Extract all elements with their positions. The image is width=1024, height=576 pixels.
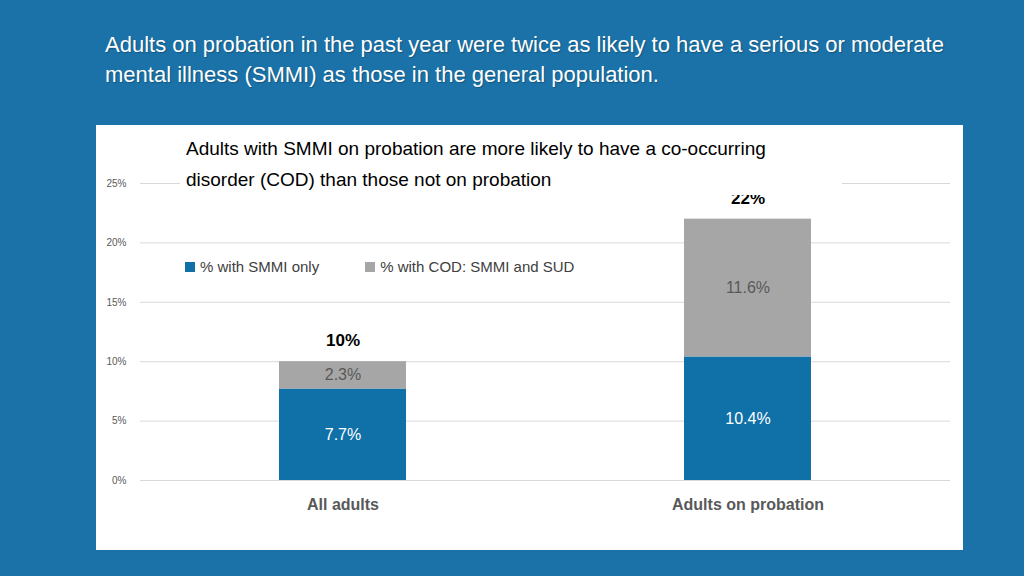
svg-text:15%: 15% [106, 297, 126, 308]
svg-text:All adults: All adults [307, 496, 379, 513]
svg-text:25%: 25% [106, 178, 126, 189]
svg-text:22%: 22% [731, 188, 765, 208]
html-text:% with SMMI only: % with SMMI only [200, 258, 320, 275]
svg-text:0%: 0% [112, 475, 127, 486]
svg-text:7.7%: 7.7% [325, 426, 361, 443]
svg-text:5%: 5% [112, 415, 127, 426]
svg-text:10%: 10% [106, 356, 126, 367]
svg-text:10.4%: 10.4% [725, 410, 770, 427]
html-text:% with COD: SMMI and SUD: % with COD: SMMI and SUD [380, 258, 575, 275]
svg-text:2.3%: 2.3% [325, 366, 361, 383]
html-text:Adults with SMMI on probation: Adults with SMMI on probation are more l… [186, 138, 766, 190]
svg-text:20%: 20% [106, 237, 126, 248]
html-text:Adults on probation in the pas: Adults on probation in the past year wer… [105, 32, 944, 87]
svg-text:Adults on probation: Adults on probation [672, 496, 824, 513]
svg-text:11.6%: 11.6% [726, 279, 770, 296]
svg-text:10%: 10% [326, 331, 360, 350]
